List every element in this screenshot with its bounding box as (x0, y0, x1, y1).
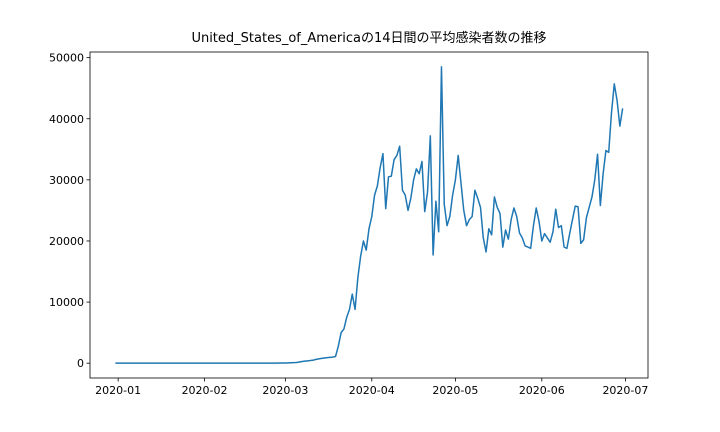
y-tick-label: 50000 (49, 52, 84, 65)
x-tick-label: 2020-02 (182, 384, 228, 397)
y-tick-label: 30000 (49, 174, 84, 187)
y-tick-label: 20000 (49, 235, 84, 248)
data-line (115, 66, 624, 364)
y-tick-label: 10000 (49, 296, 84, 309)
x-tick-label: 2020-05 (432, 384, 478, 397)
y-tick-label: 0 (77, 357, 84, 370)
y-tick-label: 40000 (49, 113, 84, 126)
x-tick-label: 2020-06 (519, 384, 565, 397)
x-tick-label: 2020-03 (262, 384, 308, 397)
x-tick-label: 2020-04 (349, 384, 395, 397)
x-tick-label: 2020-07 (602, 384, 648, 397)
x-tick-label: 2020-01 (95, 384, 141, 397)
chart-title: United_States_of_Americaの14日間の平均感染者数の推移 (191, 30, 546, 46)
plot-frame (89, 51, 649, 379)
